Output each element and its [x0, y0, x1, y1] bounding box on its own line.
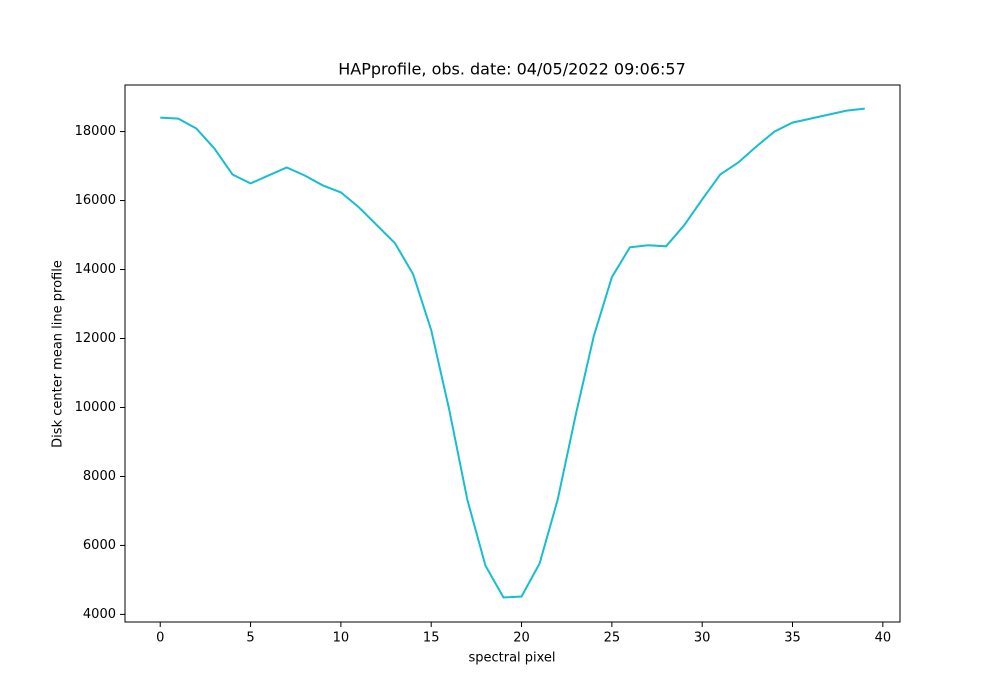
x-tick-label: 15 — [423, 631, 440, 646]
line — [160, 107, 865, 599]
x-tick-label: 0 — [156, 631, 164, 646]
y-tick-label: 12000 — [75, 331, 116, 346]
y-tick-label: 6000 — [83, 538, 116, 553]
chart-title: HAPprofile, obs. date: 04/05/2022 09:06:… — [338, 60, 686, 79]
x-tick-label: 30 — [694, 631, 711, 646]
y-axis-label: Disk center mean line profile — [51, 260, 66, 448]
x-tick-label: 35 — [784, 631, 801, 646]
y-tick-label: 10000 — [75, 400, 116, 415]
y-tick-label: 14000 — [75, 262, 116, 277]
x-tick-label: 20 — [513, 631, 530, 646]
x-tick-label: 10 — [333, 631, 350, 646]
y-tick-label: 8000 — [83, 469, 116, 484]
y-tick-label: 4000 — [83, 607, 116, 622]
x-tick-label: 40 — [875, 631, 892, 646]
x-tick-label: 5 — [246, 631, 254, 646]
y-tick-label: 16000 — [75, 193, 116, 208]
y-tick-label: 18000 — [75, 124, 116, 139]
plot-frame — [124, 84, 901, 623]
x-tick-label: 25 — [604, 631, 621, 646]
x-axis-label: spectral pixel — [468, 651, 555, 666]
